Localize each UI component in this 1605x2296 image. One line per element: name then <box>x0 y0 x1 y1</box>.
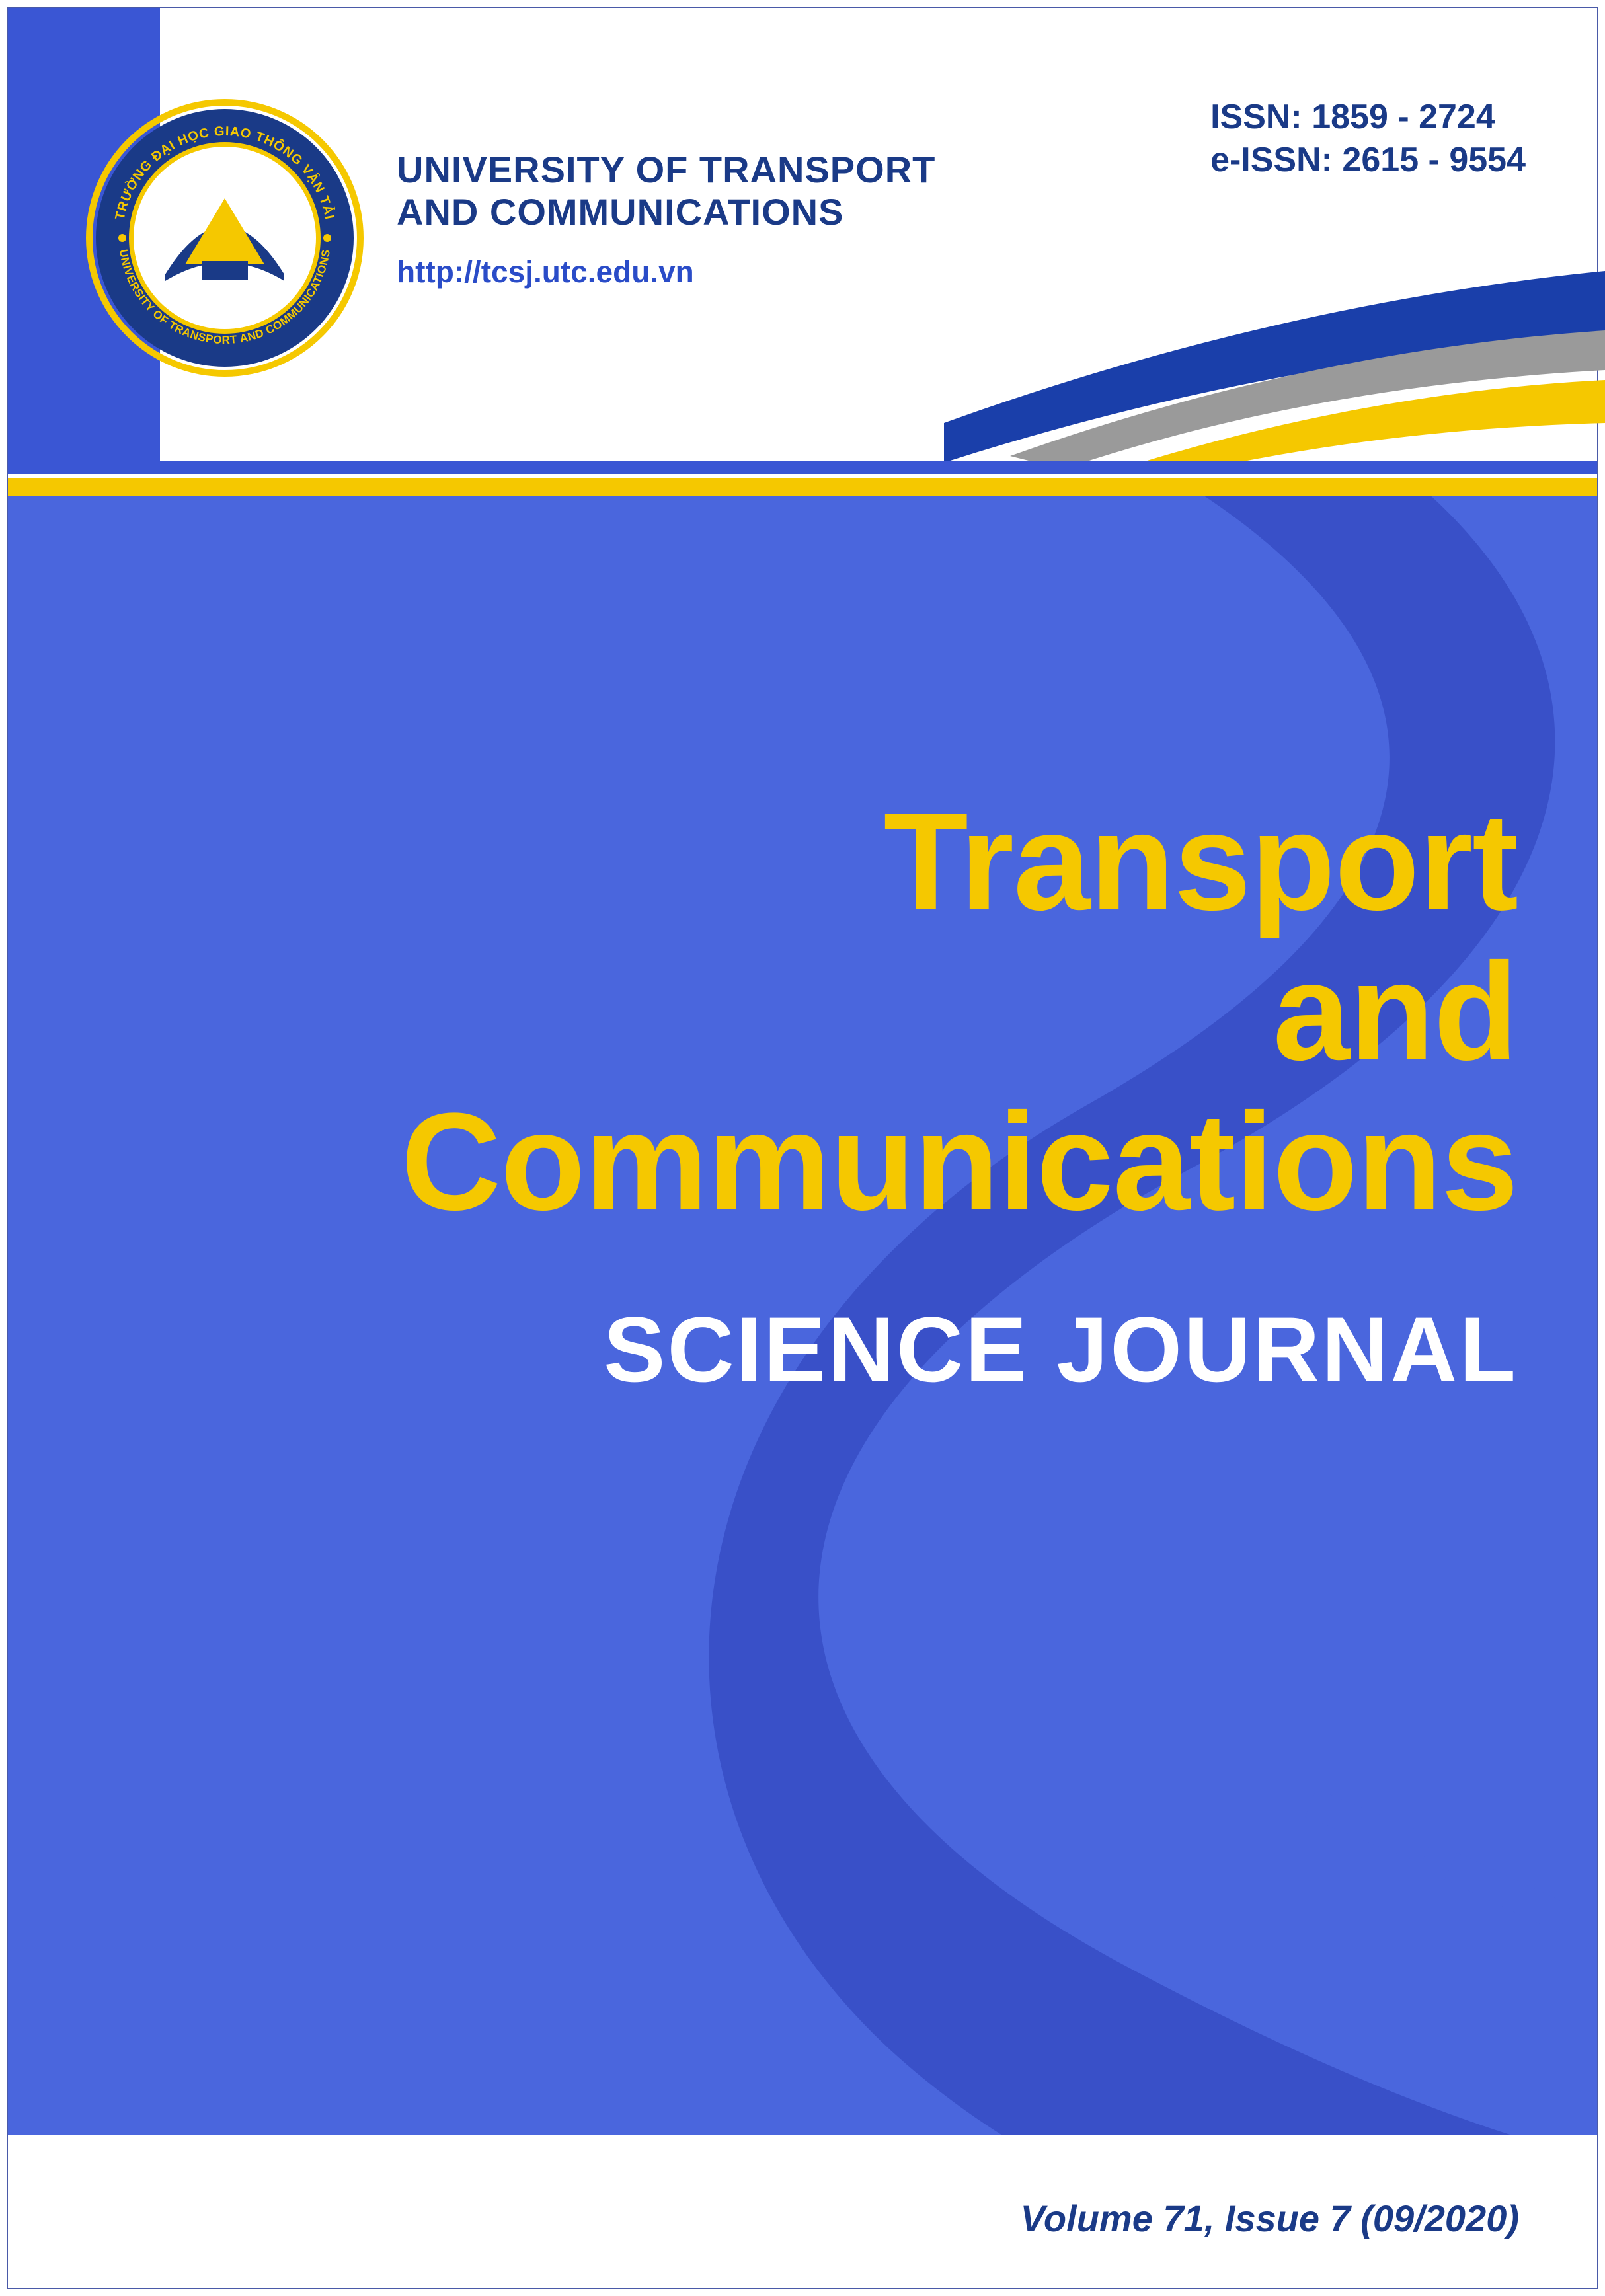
title-line3: Communications <box>401 1087 1518 1237</box>
issn-block: ISSN: 1859 - 2724 e-ISSN: 2615 - 9554 <box>1210 96 1526 182</box>
university-logo: TRƯỜNG ĐẠI HỌC GIAO THÔNG VẬN TẢI UNIVER… <box>86 99 364 377</box>
issn-electronic: e-ISSN: 2615 - 9554 <box>1210 139 1526 182</box>
title-subtitle: SCIENCE JOURNAL <box>401 1296 1518 1403</box>
divider-stripe-blue <box>8 461 1597 474</box>
institution-line1: UNIVERSITY OF TRANSPORT <box>397 149 935 191</box>
journal-title-block: Transport and Communications SCIENCE JOU… <box>401 787 1518 1403</box>
institution-block: UNIVERSITY OF TRANSPORT AND COMMUNICATIO… <box>397 149 935 289</box>
website-url: http://tcsj.utc.edu.vn <box>397 254 935 289</box>
issn-print: ISSN: 1859 - 2724 <box>1210 96 1526 139</box>
journal-cover: TRƯỜNG ĐẠI HỌC GIAO THÔNG VẬN TẢI UNIVER… <box>0 0 1605 2296</box>
header-curves <box>944 251 1605 463</box>
divider-stripe-yellow <box>8 478 1597 496</box>
title-line2: and <box>401 937 1518 1087</box>
body-area: Transport and Communications SCIENCE JOU… <box>8 496 1597 2135</box>
title-line1: Transport <box>401 787 1518 937</box>
institution-line2: AND COMMUNICATIONS <box>397 191 935 233</box>
volume-issue: Volume 71, Issue 7 (09/2020) <box>1021 2197 1519 2240</box>
